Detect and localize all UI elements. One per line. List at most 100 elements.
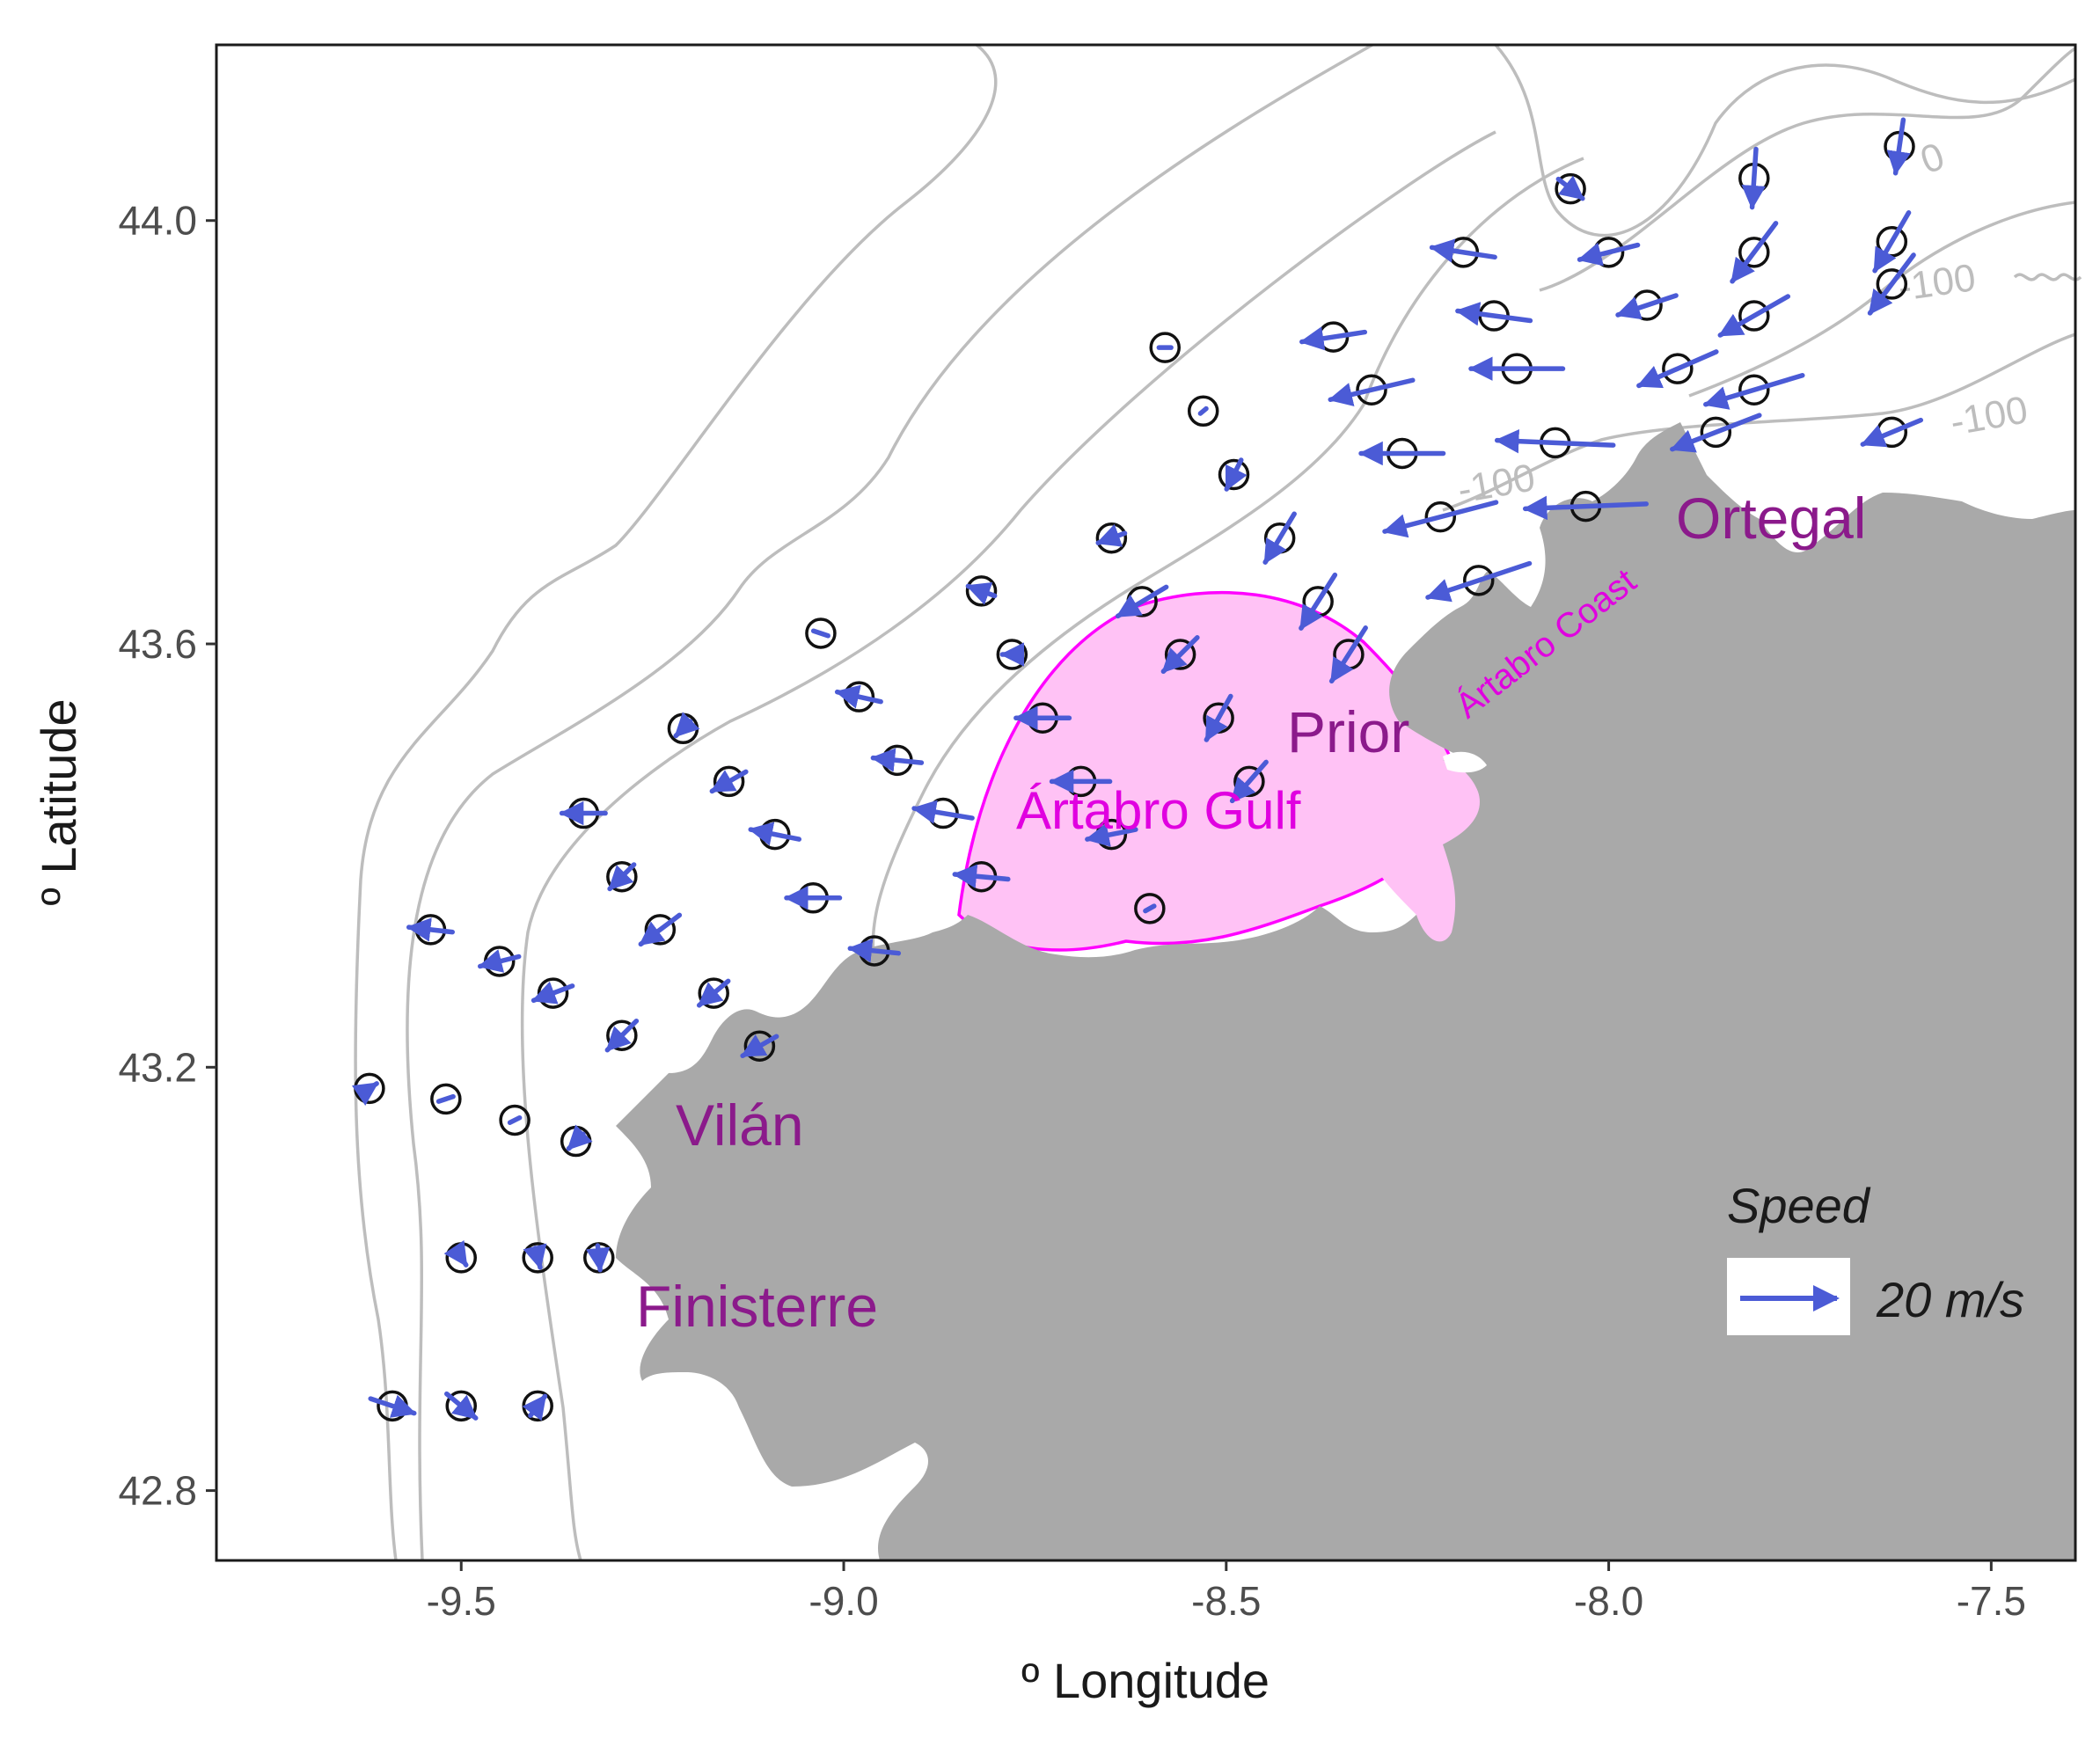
station-marker xyxy=(368,1390,417,1422)
station-marker xyxy=(638,912,683,947)
station-marker xyxy=(1872,210,1912,274)
station-marker xyxy=(748,818,802,851)
station-marker xyxy=(996,639,1028,670)
wind-arrow xyxy=(1636,349,1719,389)
station-marker xyxy=(1382,500,1499,538)
station-marker xyxy=(1555,172,1586,205)
station-circle xyxy=(1187,395,1219,427)
wind-arrow xyxy=(507,1114,523,1125)
station-marker xyxy=(1494,427,1616,459)
wind-arrow xyxy=(1741,146,1766,210)
wind-arrow xyxy=(607,862,637,892)
wind-arrow xyxy=(444,1391,479,1421)
station-circle xyxy=(1134,893,1166,924)
wind-arrow xyxy=(1670,413,1762,453)
x-axis-title: º Longitude xyxy=(1021,1653,1270,1708)
wind-arrow xyxy=(1577,242,1641,267)
wind-arrow xyxy=(638,912,683,947)
contour-line-coastal xyxy=(871,157,1584,986)
station-marker xyxy=(1615,289,1679,321)
contour-line-northeast xyxy=(1494,45,2075,237)
place-label-finisterre: Finisterre xyxy=(636,1274,878,1339)
station-marker xyxy=(1229,759,1269,804)
station-marker xyxy=(1218,457,1250,492)
station-marker xyxy=(1468,353,1566,384)
place-label-prior: Prior xyxy=(1287,699,1409,764)
wind-arrow xyxy=(709,769,749,794)
station-marker xyxy=(1717,294,1791,338)
island-land xyxy=(1443,751,1487,773)
wind-arrow xyxy=(1382,500,1499,538)
wind-arrow xyxy=(1730,221,1779,284)
wind-arrow xyxy=(586,1243,611,1273)
wind-arrow xyxy=(1494,428,1616,454)
artabro-peninsula-gulf-fill xyxy=(1359,757,1480,942)
station-marker xyxy=(443,1239,478,1274)
station-marker xyxy=(696,977,731,1009)
station-marker xyxy=(784,882,843,914)
legend-speed-label: 20 m/s xyxy=(1876,1272,2024,1327)
station-marker xyxy=(952,860,1011,893)
station-marker xyxy=(604,1018,640,1053)
wind-arrow xyxy=(604,1018,640,1053)
station-circle xyxy=(606,860,638,893)
station-marker xyxy=(667,712,700,745)
contour-line-middle xyxy=(406,45,1373,1560)
land-mass xyxy=(616,422,2075,1560)
station-marker xyxy=(606,860,638,893)
contour-squiggle xyxy=(2013,273,2082,281)
wind-arrow xyxy=(1328,625,1368,684)
wind-arrow xyxy=(477,949,522,973)
station-marker xyxy=(1328,374,1416,406)
station-marker xyxy=(499,1104,530,1136)
station-marker xyxy=(559,797,608,829)
station-circle xyxy=(1555,172,1586,205)
station-circle xyxy=(499,1104,530,1136)
station-circle xyxy=(1424,501,1457,533)
station-circle xyxy=(1149,332,1181,363)
station-marker xyxy=(530,977,575,1009)
wind-arrow xyxy=(1229,759,1269,804)
wind-arrow xyxy=(740,1034,779,1058)
y-tick-label: 42.8 xyxy=(118,1468,197,1514)
wind-arrow xyxy=(1204,693,1233,742)
wind-arrow xyxy=(1160,635,1200,675)
station-marker xyxy=(522,1242,553,1274)
wind-arrow xyxy=(911,800,975,824)
station-marker xyxy=(1358,437,1446,470)
wind-arrow xyxy=(1224,457,1248,492)
wind-arrow xyxy=(435,1093,456,1104)
station-marker xyxy=(911,797,975,829)
wind-arrow xyxy=(523,1243,547,1270)
station-marker xyxy=(583,1242,615,1274)
station-marker xyxy=(1738,146,1770,210)
wind-arrow xyxy=(1085,822,1138,847)
contour-label-100-a: -100 xyxy=(1896,256,1979,310)
x-axis: -9.5 -9.0 -8.5 -8.0 -7.5 xyxy=(427,1560,2026,1624)
wind-arrow xyxy=(810,628,830,639)
station-marker xyxy=(1299,572,1338,631)
wind-arrow xyxy=(952,864,1011,888)
wind-arrow xyxy=(1143,903,1157,914)
y-tick-label: 44.0 xyxy=(118,198,197,244)
station-circle xyxy=(1738,374,1770,406)
station-marker xyxy=(430,1083,462,1115)
station-circle xyxy=(805,617,837,649)
wind-arrow xyxy=(1615,293,1679,320)
station-marker xyxy=(1328,625,1368,684)
contour-line-northeast-2 xyxy=(1539,47,2075,292)
station-circle xyxy=(430,1083,462,1115)
station-marker xyxy=(1115,584,1169,619)
wind-arrow xyxy=(1429,238,1497,263)
station-marker xyxy=(444,1390,479,1422)
wind-arrow xyxy=(443,1239,469,1268)
x-tick-label: -8.5 xyxy=(1191,1578,1261,1624)
wind-arrow xyxy=(1197,406,1209,416)
wind-arrow xyxy=(965,581,998,605)
station-marker xyxy=(1262,511,1297,565)
wind-arrow xyxy=(1299,326,1368,351)
wind-arrow xyxy=(834,684,883,709)
station-marker xyxy=(1522,490,1649,522)
station-marker xyxy=(1860,416,1924,449)
